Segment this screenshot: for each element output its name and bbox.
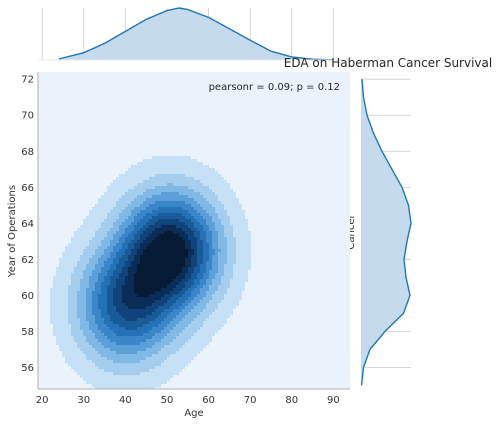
y-tick-label: 58 (21, 327, 34, 338)
joint-plot-panel: 20 30 40 50 60 70 80 90 56 58 60 62 64 66 68 70 72 pear… (7, 72, 350, 419)
x-tick-label: 50 (161, 395, 174, 406)
x-tick-label: 80 (285, 395, 298, 406)
x-tick-label: 60 (202, 395, 215, 406)
y-tick-label: 66 (21, 183, 34, 194)
x-tick-label: 40 (119, 395, 132, 406)
y-tick-label: 68 (21, 147, 34, 158)
x-tick-labels: 20 30 40 50 60 70 80 90 (36, 395, 340, 406)
chart-title: EDA on Haberman Cancer Survival (284, 56, 492, 70)
y-tick-label: 56 (21, 363, 34, 374)
y-tick-label: 62 (21, 255, 34, 266)
annotation-pearsonr: pearsonr = 0.09; p = 0.12 (209, 82, 340, 93)
y-tick-label: 70 (21, 111, 34, 122)
x-tick-label: 70 (244, 395, 257, 406)
x-tick-label: 30 (77, 395, 90, 406)
x-tick-label: 20 (36, 395, 49, 406)
top-marginal-kde-fill (59, 8, 334, 60)
right-marginal-kde-fill (361, 79, 411, 385)
right-marginal-panel: Cancer (346, 79, 411, 385)
y-tick-label: 60 (21, 291, 34, 302)
y-tick-label: 72 (21, 75, 34, 86)
y-axis-label: Year of Operations (7, 185, 18, 278)
x-axis-label: Age (184, 408, 203, 419)
x-tick-label: 90 (327, 395, 340, 406)
top-marginal-panel (38, 8, 350, 60)
y-tick-labels: 56 58 60 62 64 66 68 70 72 (21, 75, 34, 374)
y-tick-label: 64 (21, 219, 34, 230)
